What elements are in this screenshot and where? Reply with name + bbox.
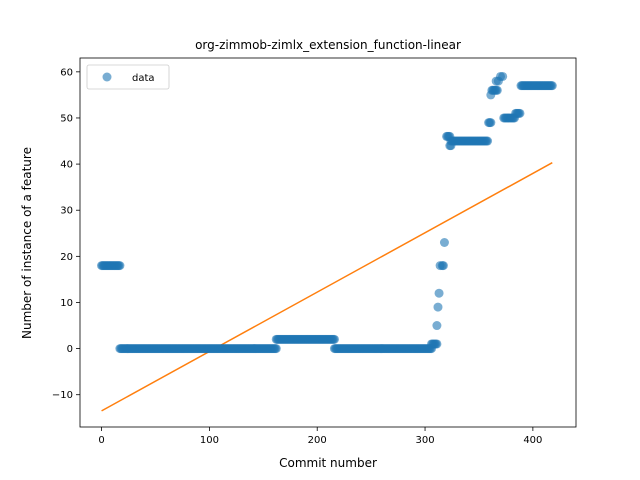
data-point: [515, 108, 525, 118]
data-point: [433, 302, 443, 312]
legend-marker-data: [102, 72, 112, 82]
x-axis-ticks: 0 100 200 300 400: [98, 427, 542, 446]
legend-frame: [86, 64, 170, 90]
data-point: [483, 136, 493, 146]
data-point: [486, 90, 496, 100]
data-point: [498, 71, 508, 81]
y-tick-label: 40: [60, 160, 73, 171]
data-point: [115, 261, 125, 271]
data-point: [434, 288, 444, 298]
x-tick-label: 0: [98, 435, 104, 446]
y-tick-label: 30: [60, 206, 73, 217]
y-tick-label: −10: [52, 390, 73, 401]
fit-line: [101, 162, 553, 412]
y-tick-label: 50: [60, 113, 73, 124]
x-tick-label: 300: [415, 435, 434, 446]
data-point: [329, 334, 339, 344]
x-tick-label: 400: [523, 435, 542, 446]
data-point: [432, 321, 442, 331]
data-point: [486, 118, 496, 128]
y-tick-label: 10: [60, 298, 73, 309]
chart-title: org-zimmob-zimlx_extension_function-line…: [195, 38, 461, 52]
y-tick-label: 60: [60, 67, 73, 78]
data-point: [446, 141, 456, 151]
y-tick-label: 0: [67, 344, 73, 355]
data-point: [492, 85, 502, 95]
plot-marks: [97, 71, 557, 412]
data-point: [439, 238, 449, 247]
data-point: [271, 344, 281, 354]
data-point: [432, 339, 442, 349]
x-tick-label: 100: [200, 435, 219, 446]
plot-frame: [79, 57, 577, 428]
legend-label-data: data: [132, 73, 155, 84]
data-point: [438, 261, 448, 271]
y-tick-label: 20: [60, 252, 73, 263]
legend: data: [86, 64, 170, 90]
x-tick-label: 200: [308, 435, 327, 446]
data-point: [547, 81, 557, 91]
x-axis-label: Commit number: [279, 456, 377, 470]
y-axis-ticks: −10 0 10 20 30 40 50 60: [52, 67, 80, 401]
y-axis-label: Number of instance of a feature: [20, 147, 34, 339]
